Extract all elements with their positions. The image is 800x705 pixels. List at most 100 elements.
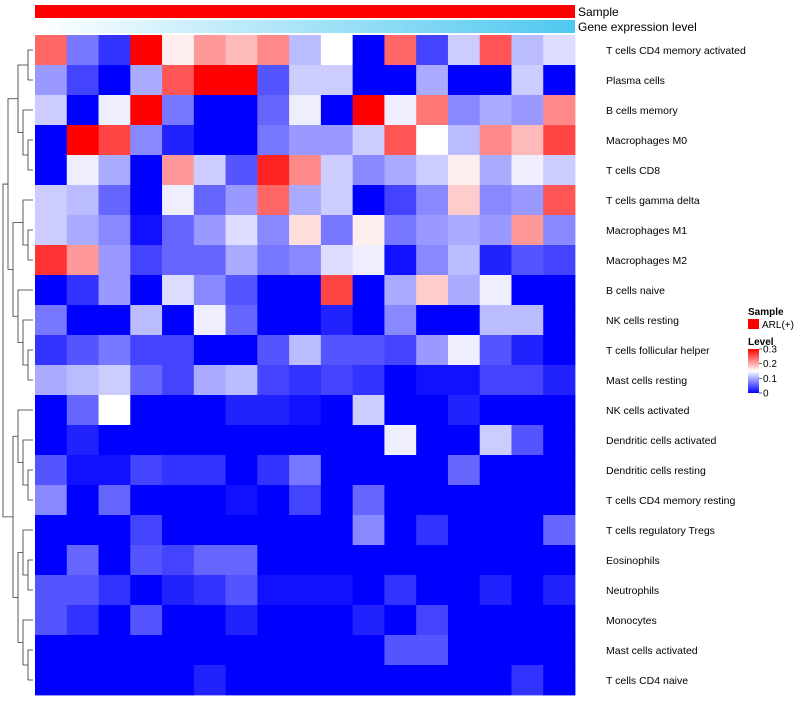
heatmap-cell: [162, 455, 195, 486]
heatmap-cell: [66, 95, 99, 126]
heatmap-cell: [511, 425, 544, 456]
heatmap-cell: [162, 545, 195, 576]
row-label: Macrophages M2: [606, 255, 687, 267]
heatmap-cell: [416, 245, 449, 276]
heatmap-cell: [320, 125, 354, 156]
heatmap-cell: [98, 395, 131, 426]
heatmap-cell: [98, 605, 131, 636]
legend-sample-entry: ARL(+): [762, 320, 794, 331]
heatmap-cell: [352, 275, 385, 306]
heatmap-cell: [225, 95, 258, 126]
heatmap-cell: [320, 155, 354, 186]
row-label: Dendritic cells resting: [606, 465, 706, 477]
heatmap-cell: [543, 635, 576, 666]
heatmap-cell: [320, 605, 354, 636]
heatmap-cell: [130, 455, 163, 486]
heatmap-cell: [257, 335, 290, 366]
legend-sample-title: Sample: [748, 307, 784, 318]
heatmap-cell: [447, 275, 481, 306]
heatmap-cell: [130, 305, 163, 336]
heatmap-cell: [98, 425, 131, 456]
heatmap-cell: [193, 155, 226, 186]
heatmap-cell: [384, 335, 417, 366]
heatmap-cell: [352, 335, 385, 366]
heatmap-cell: [352, 485, 385, 516]
heatmap-cell: [479, 665, 512, 696]
heatmap-cell: [35, 35, 68, 66]
heatmap-cell: [479, 395, 512, 426]
heatmap-cell: [130, 365, 163, 396]
heatmap-cell: [479, 545, 512, 576]
heatmap-cell: [416, 515, 449, 546]
heatmap-cell: [511, 35, 544, 66]
heatmap-cell: [98, 455, 131, 486]
legend-tick-label: 0: [763, 389, 769, 400]
heatmap-cell: [416, 95, 449, 126]
heatmap-cell: [511, 125, 544, 156]
heatmap-cell: [162, 605, 195, 636]
heatmap-cell: [98, 35, 131, 66]
heatmap-cell: [479, 515, 512, 546]
row-label: Neutrophils: [606, 585, 659, 597]
heatmap-cell: [447, 125, 481, 156]
heatmap-cell: [130, 425, 163, 456]
heatmap-cell: [193, 245, 226, 276]
gene-expression-track-label: Gene expression level: [578, 20, 697, 34]
heatmap-cell: [320, 455, 354, 486]
heatmap-cell: [130, 275, 163, 306]
heatmap-cell: [257, 425, 290, 456]
heatmap-cell: [320, 515, 354, 546]
dendrogram-branch: [27, 139, 33, 171]
heatmap-cell: [130, 185, 163, 216]
heatmap-cell: [66, 665, 99, 696]
heatmap-cell: [416, 395, 449, 426]
heatmap-cell: [98, 215, 131, 246]
heatmap-cell: [66, 395, 99, 426]
heatmap-cell: [130, 545, 163, 576]
heatmap-cell: [447, 185, 481, 216]
heatmap-cell: [193, 335, 226, 366]
heatmap-cell: [289, 395, 322, 426]
heatmap-cell: [257, 515, 290, 546]
heatmap-cell: [225, 35, 258, 66]
heatmap-cell: [193, 185, 226, 216]
heatmap-cell: [162, 245, 195, 276]
heatmap-cell: [35, 125, 68, 156]
heatmap-cell: [543, 275, 576, 306]
dendrogram-branch: [27, 559, 33, 591]
heatmap-cell: [352, 185, 385, 216]
heatmap-cell: [130, 485, 163, 516]
heatmap-cell: [416, 155, 449, 186]
heatmap-cell: [511, 575, 544, 606]
dendrogram-branch: [27, 349, 33, 381]
heatmap-cell: [447, 545, 481, 576]
row-label: Plasma cells: [606, 75, 665, 87]
heatmap-cell: [352, 65, 385, 96]
row-label: T cells CD4 memory resting: [606, 495, 735, 507]
dendrogram-branch: [27, 649, 33, 681]
heatmap-cell: [352, 515, 385, 546]
heatmap-cell: [479, 425, 512, 456]
row-label: B cells naive: [606, 285, 665, 297]
row-label: NK cells resting: [606, 315, 679, 327]
heatmap-cell: [98, 335, 131, 366]
heatmap-cell: [384, 365, 417, 396]
heatmap-cell: [511, 665, 544, 696]
heatmap-cell: [66, 515, 99, 546]
heatmap-cell: [35, 155, 68, 186]
heatmap-cell: [384, 215, 417, 246]
heatmap-cell: [257, 305, 290, 336]
heatmap-cell: [543, 365, 576, 396]
heatmap-cell: [320, 95, 354, 126]
legend-tick-label: 0.1: [763, 374, 777, 385]
heatmap-cell: [162, 365, 195, 396]
heatmap-cell: [320, 305, 354, 336]
heatmap-cell: [98, 485, 131, 516]
heatmap-cell: [130, 665, 163, 696]
heatmap-cell: [320, 425, 354, 456]
heatmap-cell: [225, 635, 258, 666]
heatmap-cell: [257, 35, 290, 66]
heatmap-cell: [225, 305, 258, 336]
heatmap-cell: [352, 395, 385, 426]
heatmap-cell: [416, 125, 449, 156]
